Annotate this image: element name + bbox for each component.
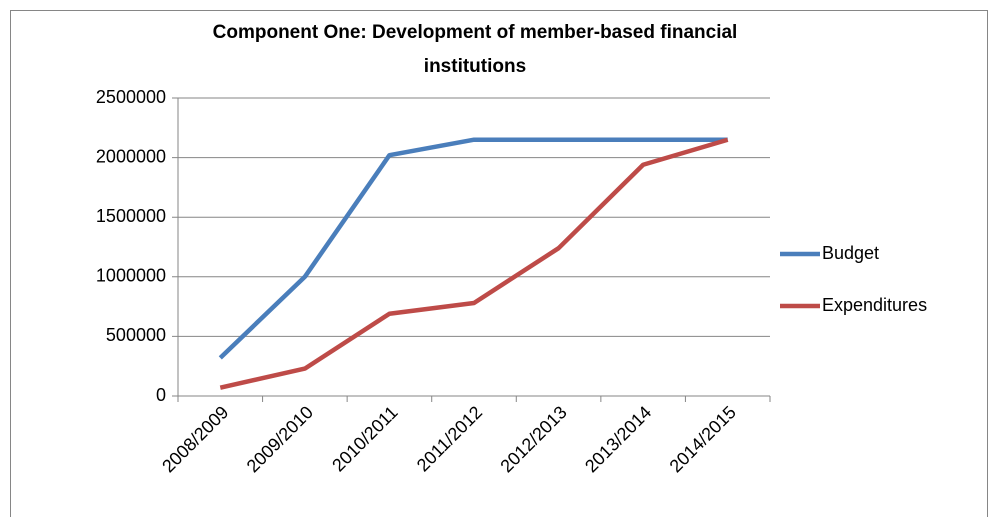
y-tick-label: 1000000 (96, 266, 166, 286)
legend-label: Expenditures (822, 295, 927, 315)
series-line (218, 137, 728, 360)
y-tick-label: 1500000 (96, 206, 166, 226)
y-tick-label: 2500000 (96, 87, 166, 107)
chart-frame (10, 10, 988, 517)
y-tick-label: 0 (156, 385, 166, 405)
chart-title: Component One: Development of member-bas… (213, 22, 738, 43)
y-tick-label: 500000 (106, 325, 166, 345)
legend-label: Budget (822, 243, 879, 263)
series-line (219, 137, 729, 390)
chart-title: institutions (424, 56, 526, 77)
y-tick-label: 2000000 (96, 146, 166, 166)
